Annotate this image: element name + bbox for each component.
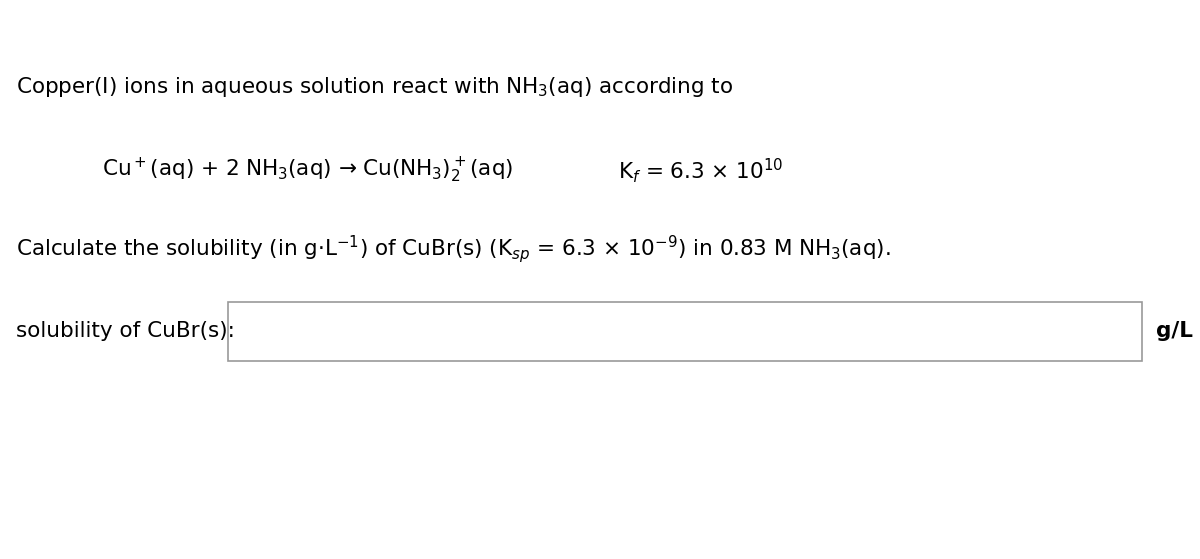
- Text: Cu$^+$(aq) + 2 NH$_3$(aq) → Cu(NH$_3$)$_2^+$(aq): Cu$^+$(aq) + 2 NH$_3$(aq) → Cu(NH$_3$)$_…: [102, 156, 514, 185]
- Text: solubility of CuBr(s):: solubility of CuBr(s):: [16, 321, 234, 341]
- Text: g/L: g/L: [1156, 321, 1193, 341]
- FancyBboxPatch shape: [228, 302, 1142, 361]
- Text: Calculate the solubility (in g·L$^{-1}$) of CuBr(s) (K$_{sp}$ = 6.3 × 10$^{-9}$): Calculate the solubility (in g·L$^{-1}$)…: [16, 233, 890, 265]
- Text: K$_f$ = 6.3 × 10$^{10}$: K$_f$ = 6.3 × 10$^{10}$: [618, 156, 784, 185]
- Text: Copper(I) ions in aqueous solution react with NH$_3$(aq) according to: Copper(I) ions in aqueous solution react…: [16, 75, 733, 98]
